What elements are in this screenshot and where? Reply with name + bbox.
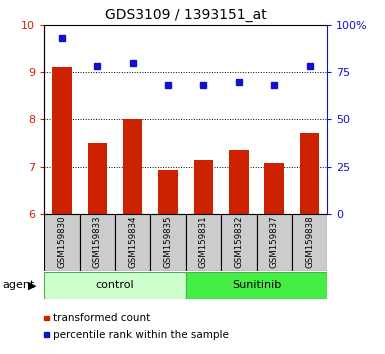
Bar [88,143,107,214]
Text: GSM159834: GSM159834 [128,215,137,268]
Text: GSM159831: GSM159831 [199,215,208,268]
Bar [44,214,80,271]
Bar [123,119,142,214]
Text: GSM159832: GSM159832 [234,215,243,268]
Bar [186,272,327,299]
Text: ▶: ▶ [28,280,36,290]
Bar [264,163,284,214]
Bar [300,133,319,214]
Bar [80,214,115,271]
Bar [158,170,178,214]
Bar [151,214,186,271]
Text: GSM159838: GSM159838 [305,215,314,268]
Text: GSM159835: GSM159835 [164,215,172,268]
Text: agent: agent [2,280,34,290]
Bar [256,214,292,271]
Text: transformed count: transformed count [53,313,150,323]
Text: GSM159833: GSM159833 [93,215,102,268]
Bar [186,214,221,271]
Title: GDS3109 / 1393151_at: GDS3109 / 1393151_at [105,8,267,22]
Bar [44,272,186,299]
Bar [194,160,213,214]
Text: control: control [96,280,134,290]
Bar [292,214,327,271]
Text: GSM159830: GSM159830 [57,215,67,268]
Bar [229,150,249,214]
Text: percentile rank within the sample: percentile rank within the sample [53,330,229,340]
Bar [52,67,72,214]
Text: Sunitinib: Sunitinib [232,280,281,290]
Bar [115,214,151,271]
Text: GSM159837: GSM159837 [270,215,279,268]
Bar [221,214,256,271]
